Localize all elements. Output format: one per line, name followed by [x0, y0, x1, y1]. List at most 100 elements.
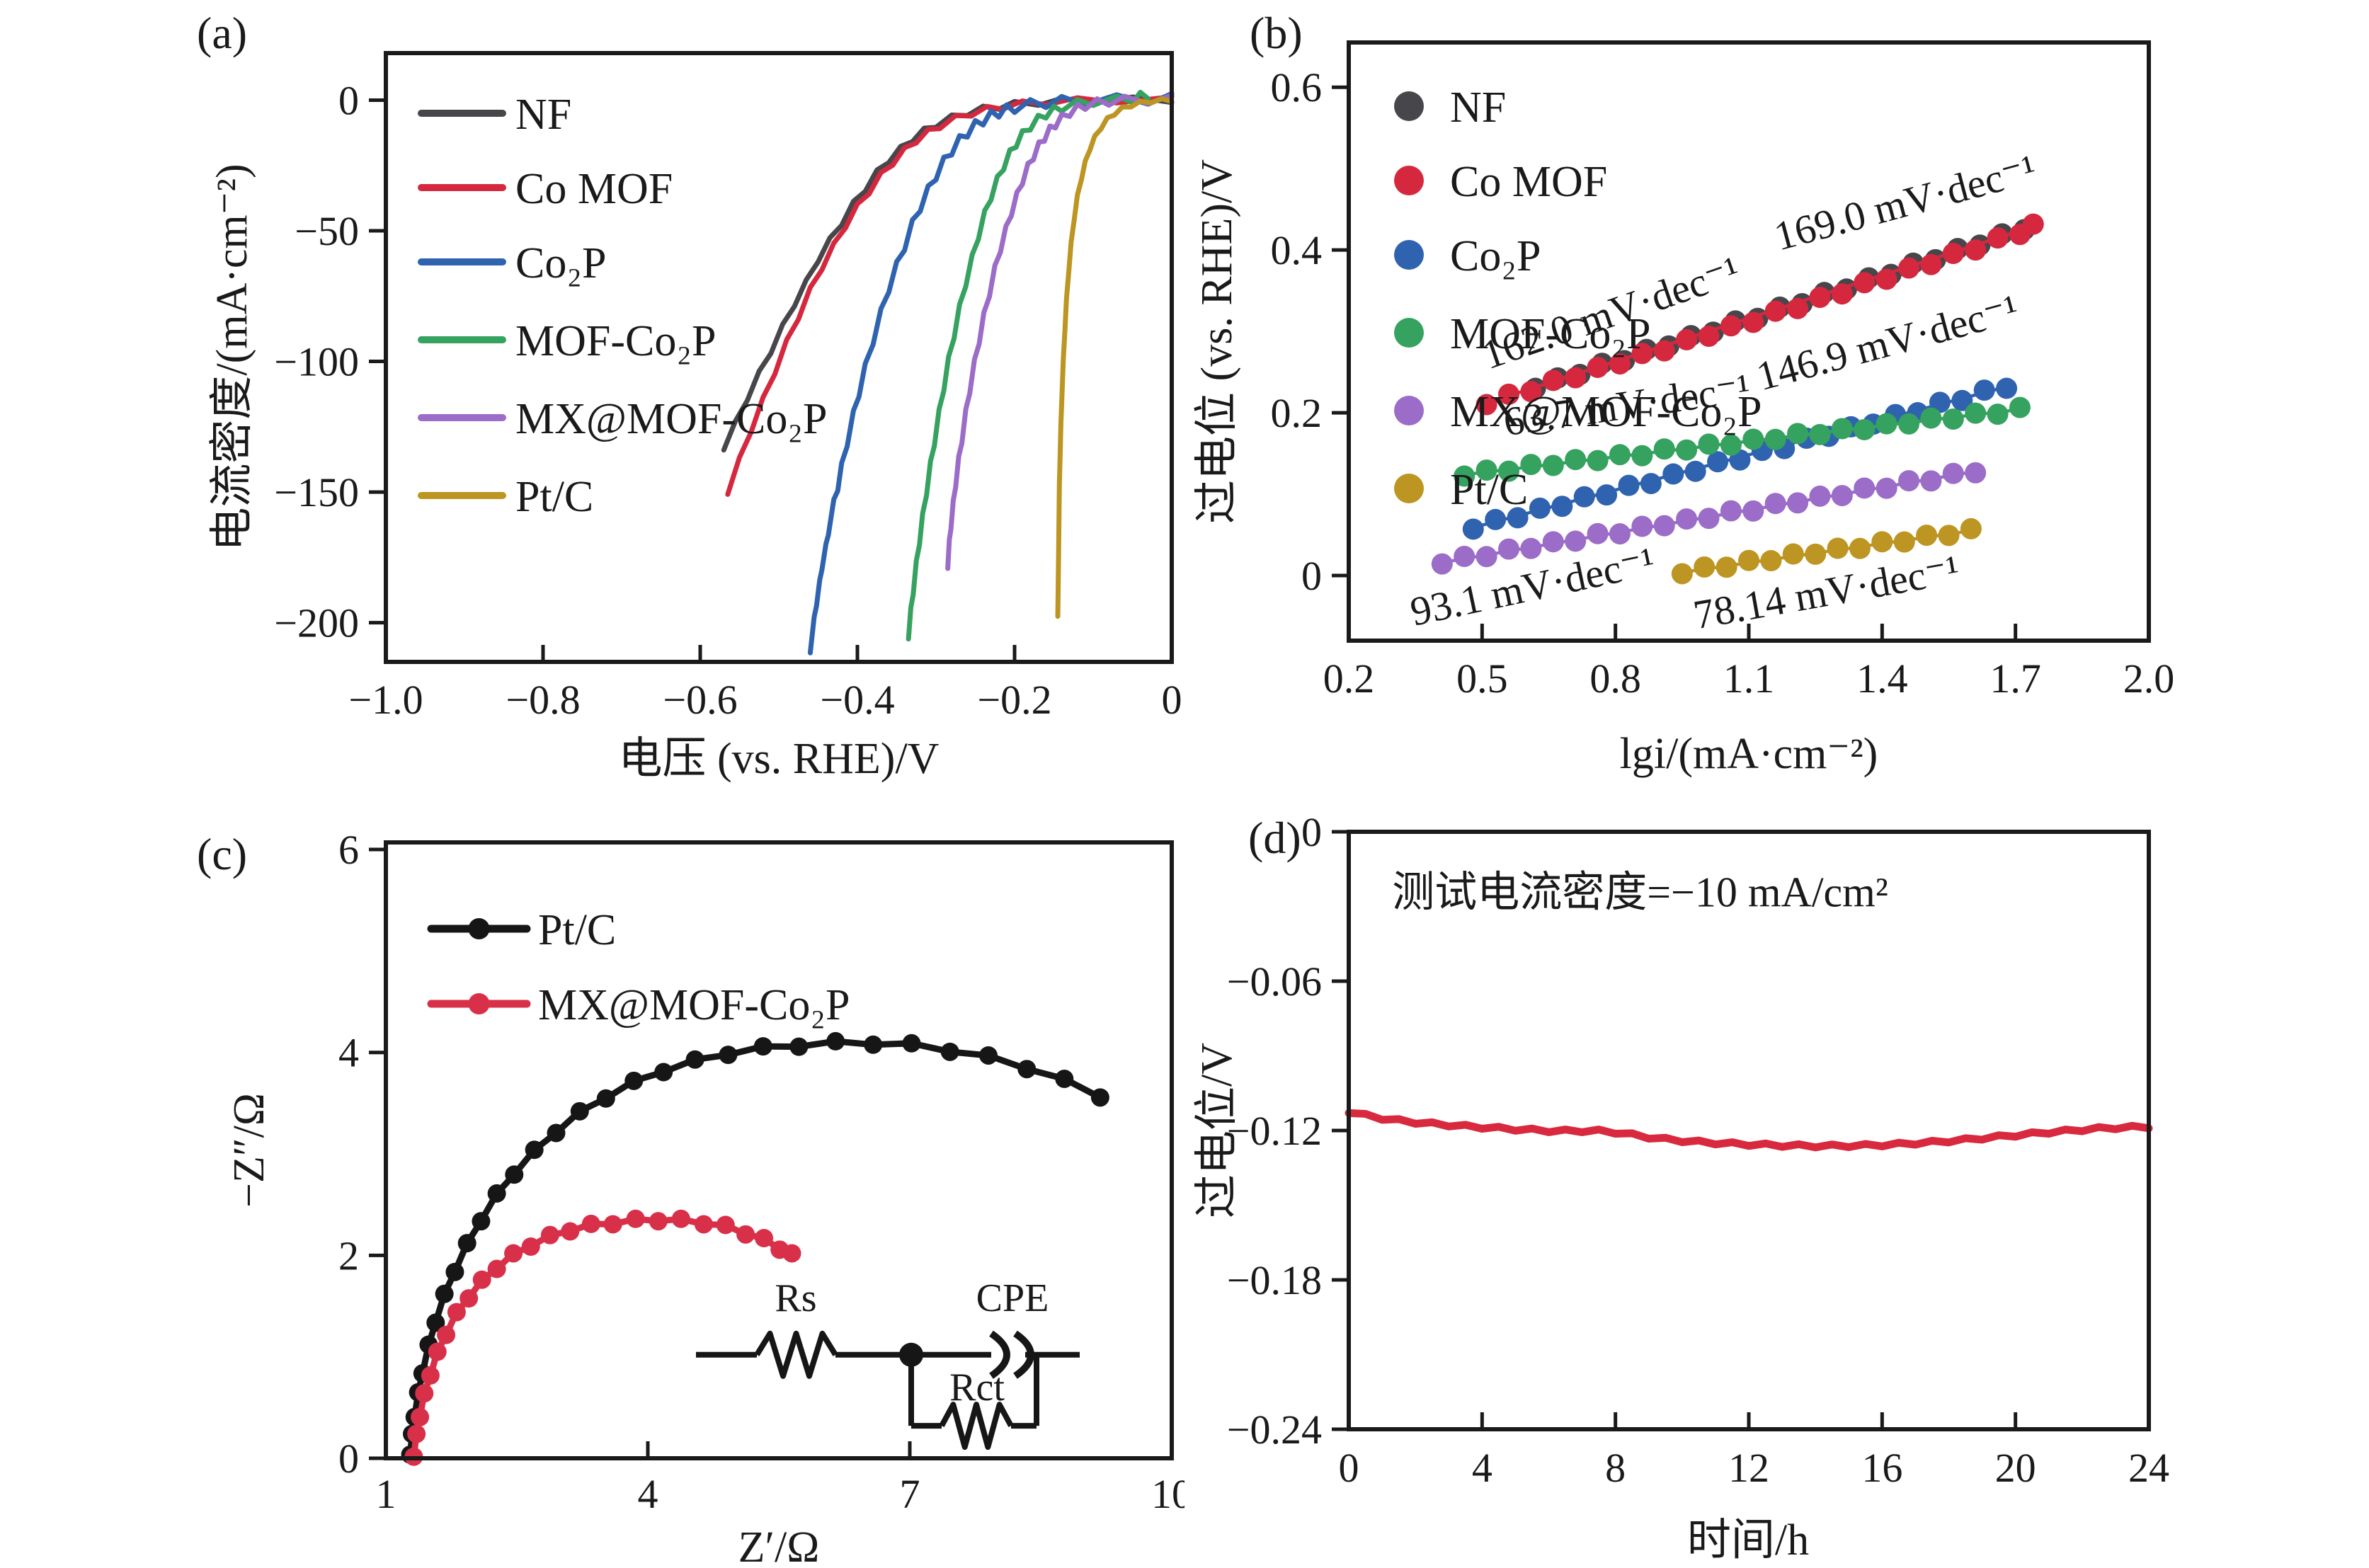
data-point-Pt/C [826, 1031, 845, 1051]
data-point-MX@MOF-Co₂P [459, 1289, 479, 1308]
data-point-Pt/C [1760, 550, 1782, 572]
data-point-Pt/C [1694, 556, 1716, 578]
data-point-Pt/C [719, 1046, 738, 1065]
data-point-MX@MOF-Co₂P [1787, 492, 1809, 514]
data-point-MX@MOF-Co₂P [1854, 477, 1876, 499]
data-point-Co MOF [1653, 340, 1675, 362]
data-point-Co₂P [1462, 518, 1484, 540]
data-point-MOF-Co₂P [1520, 454, 1542, 476]
data-point-Pt/C [1893, 531, 1915, 553]
y-axis-title: 过电位/V [1193, 1043, 1241, 1218]
data-point-Co₂P [1596, 484, 1618, 506]
data-point-Co₂P [1973, 379, 1995, 401]
data-point-Pt/C [505, 1165, 524, 1184]
data-point-Co₂P [1662, 463, 1684, 485]
data-point-MX@MOF-Co₂P [1831, 485, 1853, 507]
data-point-Co MOF [1498, 383, 1519, 405]
data-point-MOF-Co₂P [1454, 465, 1475, 487]
data-point-MOF-Co₂P [2009, 396, 2031, 418]
plot-box [384, 51, 1174, 664]
data-point-MOF-Co₂P [1787, 423, 1809, 445]
x-tick-label: 0.5 [1456, 656, 1508, 702]
data-point-Pt/C [1090, 1088, 1109, 1107]
data-point-Co MOF [1676, 328, 1698, 350]
data-point-Co MOF [1631, 343, 1653, 365]
data-point-Pt/C [940, 1042, 959, 1061]
legend-dot-marker [1394, 396, 1424, 425]
x-tick-label: 12 [1728, 1445, 1769, 1491]
data-point-Co MOF [1742, 311, 1764, 333]
x-tick-label: 20 [1995, 1445, 2036, 1491]
data-point-MX@MOF-Co₂P [437, 1325, 456, 1344]
data-point-MX@MOF-Co₂P [1431, 553, 1453, 575]
data-point-Pt/C [864, 1035, 883, 1054]
data-point-Pt/C [570, 1101, 589, 1121]
data-point-Co MOF [1965, 239, 1987, 261]
series-line-Co MOF [725, 94, 1175, 497]
legend-label: NF [1450, 84, 1506, 132]
y-tick-label: −150 [274, 469, 359, 515]
data-point-MX@MOF-Co₂P [1898, 470, 1919, 492]
data-point-MOF-Co₂P [1809, 423, 1831, 445]
data-point-Pt/C [1960, 517, 1982, 539]
legend-label: MOF-Co₂P [1450, 310, 1650, 358]
data-point-MOF-Co₂P [1898, 413, 1919, 435]
data-point-MOF-Co₂P [1987, 404, 2009, 425]
data-point-Pt/C [685, 1050, 704, 1069]
y-tick-label: −100 [274, 339, 359, 385]
panel-tag: (d) [1248, 813, 1301, 863]
x-tick-label: 0.2 [1323, 656, 1375, 702]
y-tick-label: 0.2 [1271, 390, 1323, 436]
data-point-Co₂P [1485, 508, 1507, 530]
circuit-label-rs: Rs [775, 1276, 816, 1320]
data-point-MX@MOF-Co₂P [694, 1215, 713, 1234]
data-point-Pt/C [445, 1262, 464, 1281]
data-point-MOF-Co₂P [1920, 407, 1942, 429]
data-point-Co MOF [1876, 268, 1897, 290]
data-point-MX@MOF-Co₂P [716, 1215, 735, 1235]
data-point-MX@MOF-Co₂P [581, 1214, 600, 1233]
x-axis-title: Z′/Ω [738, 1523, 820, 1568]
data-point-Pt/C [1017, 1060, 1037, 1079]
plot-box [384, 840, 1174, 1460]
legend-dot-marker [1394, 166, 1424, 195]
data-point-Co₂P [1707, 451, 1729, 473]
data-point-Pt/C [547, 1123, 566, 1143]
data-point-Pt/C [624, 1071, 644, 1090]
x-tick-label: 0 [1162, 677, 1182, 723]
legend-label: Pt/C [1450, 466, 1528, 514]
data-point-Pt/C [472, 1212, 491, 1231]
x-tick-label: 0.8 [1589, 656, 1641, 702]
x-axis-title: lgi/(mA·cm⁻²) [1620, 730, 1878, 778]
series-line-MX@MOF-Co₂P [410, 1215, 795, 1460]
data-point-Co MOF [1520, 381, 1542, 403]
panel-tag: (b) [1250, 8, 1303, 58]
y-tick-label: 0.4 [1271, 227, 1323, 273]
circuit-label-cpe: CPE [976, 1276, 1049, 1320]
data-point-MOF-Co₂P [1831, 418, 1853, 440]
data-point-MX@MOF-Co₂P [504, 1244, 523, 1263]
panel-c-nyquist-chart: 1 4 7 10 0 2 4 6 Z′/Ω −Z″/Ω (c) Pt/C MX@MOF-Co₂P Rs CP… [197, 827, 1184, 1568]
x-tick-label: 1.4 [1856, 656, 1908, 702]
y-tick-label: −0.06 [1227, 958, 1322, 1005]
data-point-Co MOF [1854, 272, 1876, 294]
data-point-Pt/C [979, 1046, 998, 1065]
data-point-Pt/C [1055, 1069, 1074, 1088]
data-point-Co MOF [1609, 353, 1631, 375]
legend-dot-marker [1394, 318, 1424, 348]
y-axis-title: −Z″/Ω [225, 1093, 273, 1208]
data-point-MX@MOF-Co₂P [1498, 538, 1519, 560]
x-tick-label: 2.0 [2123, 656, 2175, 702]
panel-tag: (c) [197, 829, 247, 879]
data-point-MX@MOF-Co₂P [540, 1225, 559, 1244]
legend-label: MX@MOF-Co₂P [538, 981, 850, 1029]
data-point-MOF-Co₂P [1676, 439, 1698, 461]
data-point-Co₂P [1618, 474, 1640, 496]
y-tick-label: 0 [338, 77, 359, 123]
data-point-MX@MOF-Co₂P [472, 1270, 491, 1289]
data-point-MX@MOF-Co₂P [603, 1215, 622, 1234]
x-tick-label: 1.1 [1723, 656, 1775, 702]
data-point-MX@MOF-Co₂P [428, 1342, 447, 1361]
data-point-Co₂P [1929, 391, 1951, 413]
